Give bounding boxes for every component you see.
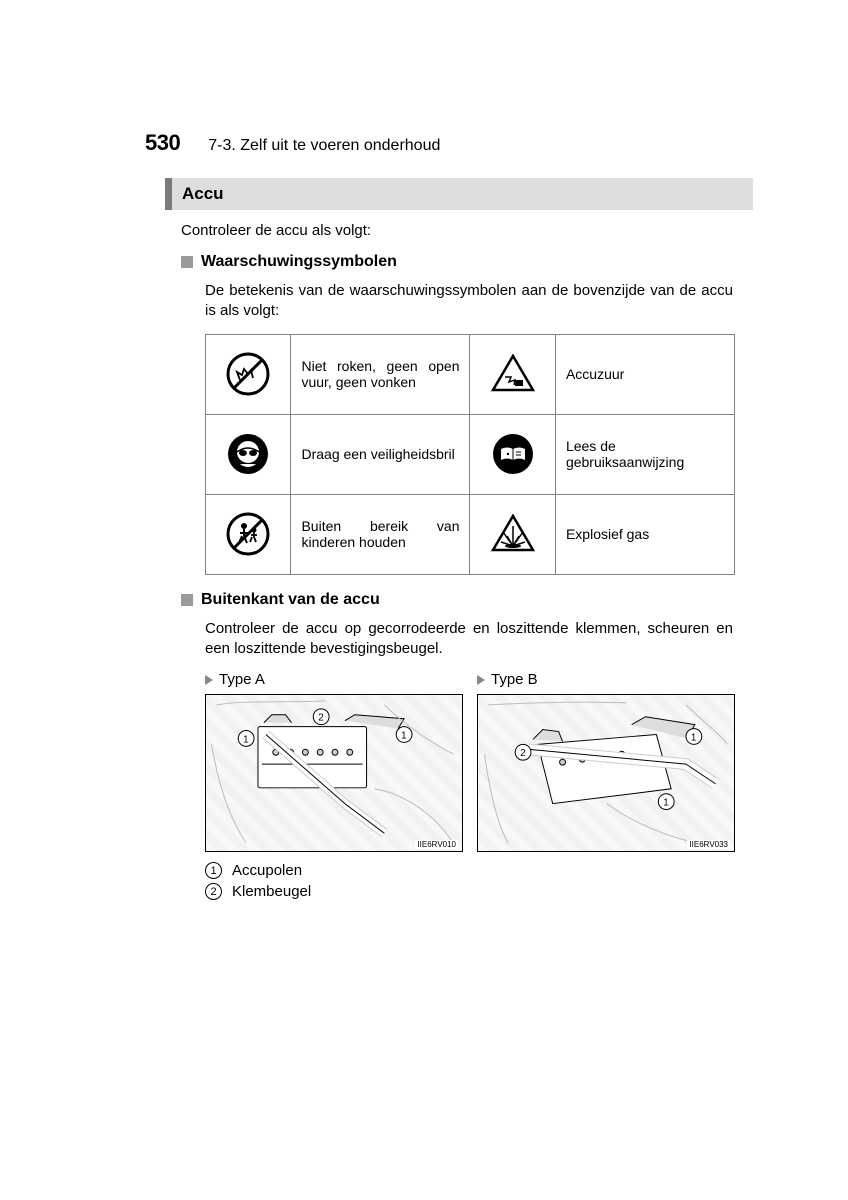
- children-icon: [206, 494, 291, 574]
- no-smoking-icon: [206, 334, 291, 414]
- diagram-row: Type A: [205, 671, 753, 852]
- diagram-code: IIE6RV033: [687, 840, 730, 849]
- svg-text:2: 2: [318, 713, 323, 724]
- svg-text:1: 1: [691, 732, 696, 743]
- triangle-bullet-icon: [205, 675, 213, 685]
- warning-symbols-table: Niet roken, geen open vuur, geen vonken …: [205, 334, 735, 575]
- bullet-square-icon: [181, 256, 193, 268]
- acid-text: Accuzuur: [555, 334, 734, 414]
- page-number: 530: [145, 130, 180, 156]
- subheading-exterior: Buitenkant van de accu: [181, 591, 753, 609]
- legend-number-icon: 1: [205, 862, 222, 879]
- acid-icon: [470, 334, 555, 414]
- goggles-text: Draag een veiligheids­bril: [291, 414, 470, 494]
- triangle-bullet-icon: [477, 675, 485, 685]
- legend-item: 1 Accupolen: [205, 862, 753, 879]
- svg-text:1: 1: [663, 798, 668, 809]
- type-a-label: Type A: [205, 671, 463, 688]
- svg-text:2: 2: [520, 748, 525, 759]
- goggles-icon: [206, 414, 291, 494]
- diagram-type-a: 1 1 2 IIE6RV010: [205, 694, 463, 852]
- manual-icon: [470, 414, 555, 494]
- svg-text:1: 1: [243, 734, 248, 745]
- type-a-column: Type A: [205, 671, 463, 852]
- svg-text:1: 1: [401, 730, 406, 741]
- section-title: Accu: [165, 178, 753, 210]
- legend-item: 2 Klembeugel: [205, 883, 753, 900]
- type-b-label: Type B: [477, 671, 735, 688]
- table-row: Niet roken, geen open vuur, geen vonken …: [206, 334, 735, 414]
- subheading-label: Waarschuwingssymbolen: [201, 253, 397, 271]
- page-header: 530 7-3. Zelf uit te voeren onderhoud: [145, 130, 753, 156]
- type-b-column: Type B 2: [477, 671, 735, 852]
- table-row: Buiten bereik van kinderen houden Explos…: [206, 494, 735, 574]
- explosive-icon: [470, 494, 555, 574]
- diagram-legend: 1 Accupolen 2 Klembeugel: [205, 862, 753, 900]
- exterior-body: Controleer de accu op gecorrodeerde en l…: [205, 619, 733, 660]
- section-path: 7-3. Zelf uit te voeren onderhoud: [208, 137, 440, 155]
- bullet-square-icon: [181, 594, 193, 606]
- table-row: Draag een veiligheids­bril Lees de gebru…: [206, 414, 735, 494]
- intro-text: Controleer de accu als volgt:: [181, 222, 753, 239]
- legend-label: Accupolen: [232, 862, 302, 879]
- warning-symbols-body: De betekenis van de waarschuwingssymbole…: [205, 281, 733, 322]
- legend-number-icon: 2: [205, 883, 222, 900]
- subheading-warning-symbols: Waarschuwingssymbolen: [181, 253, 753, 271]
- children-text: Buiten bereik van kinderen houden: [291, 494, 470, 574]
- no-smoking-text: Niet roken, geen open vuur, geen vonken: [291, 334, 470, 414]
- diagram-code: IIE6RV010: [415, 840, 458, 849]
- explosive-text: Explosief gas: [555, 494, 734, 574]
- subheading-label: Buitenkant van de accu: [201, 591, 380, 609]
- legend-label: Klembeugel: [232, 883, 311, 900]
- manual-text: Lees de gebruiksaanwijzing: [555, 414, 734, 494]
- diagram-type-b: 2 1 1 IIE6RV033: [477, 694, 735, 852]
